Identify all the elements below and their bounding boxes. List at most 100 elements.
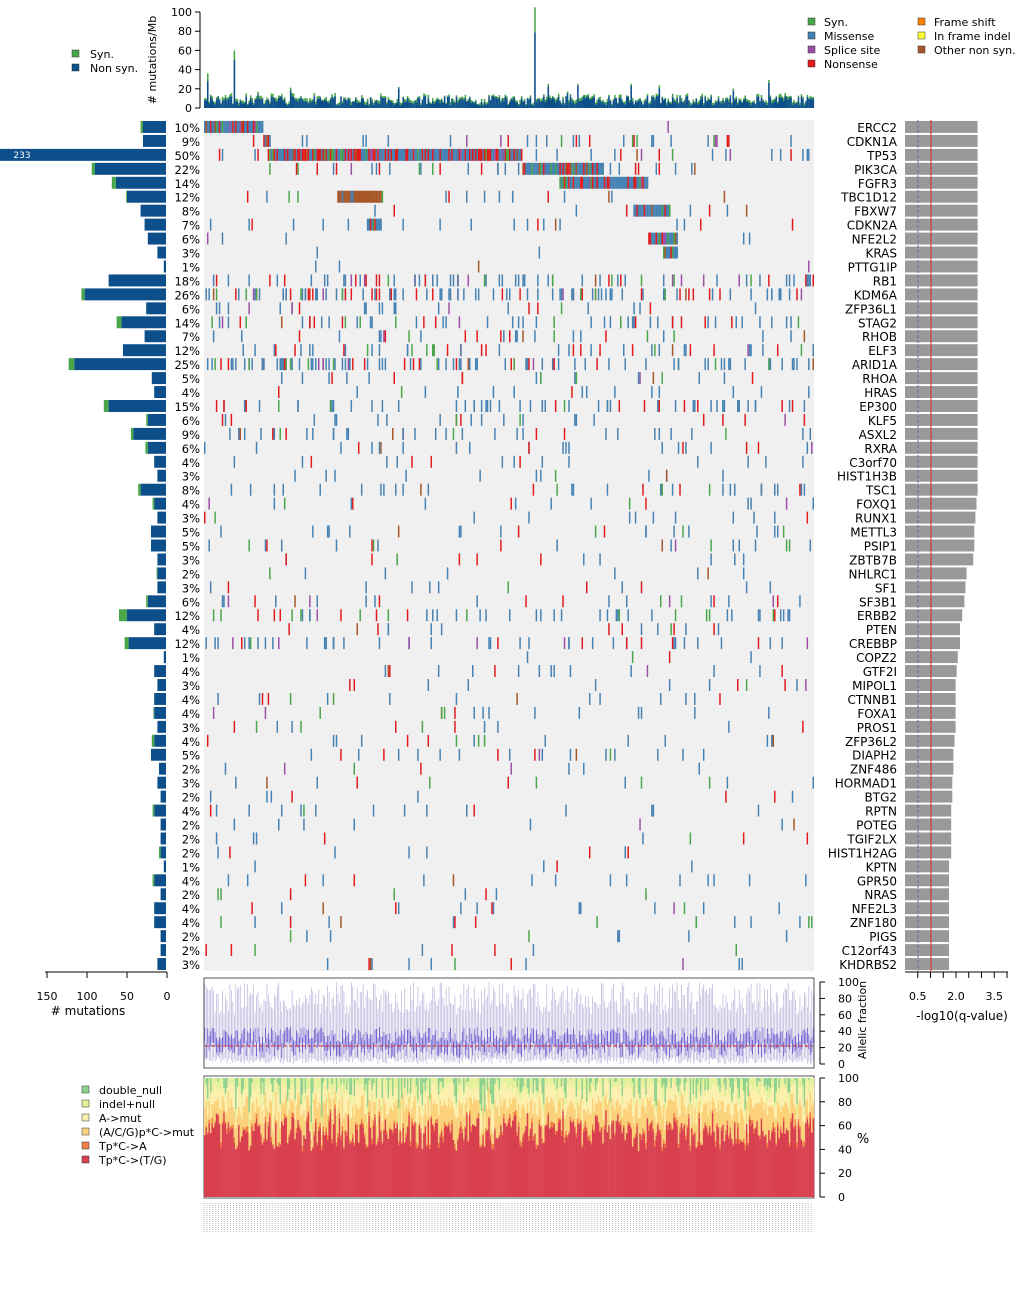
spectrum-segment — [372, 1102, 375, 1121]
allelic-fraction-tick-label: 0 — [838, 1058, 845, 1071]
mutation-mark — [806, 148, 809, 161]
mutation-mark — [517, 665, 520, 678]
mutation-mark — [315, 358, 317, 371]
mutation-mark — [509, 148, 511, 161]
rate-nonsyn-bar — [411, 102, 413, 108]
spectrum-segment — [236, 1078, 239, 1087]
rate-syn-bar — [458, 97, 461, 100]
mutation-mark — [353, 679, 356, 691]
rate-syn-bar — [291, 92, 293, 97]
spectrum-segment — [488, 1087, 490, 1118]
mutation-mark — [640, 204, 643, 217]
spectrum-segment — [394, 1088, 397, 1106]
rate-syn-bar — [392, 100, 394, 103]
mutation-mark — [276, 720, 279, 733]
mutation-mark — [634, 176, 637, 189]
mutation-mark — [445, 148, 447, 161]
spectrum-segment — [372, 1086, 375, 1103]
qvalue-bar — [905, 372, 978, 385]
rate-syn-bar — [286, 104, 289, 106]
mutation-mark — [662, 204, 665, 217]
spectrum-segment — [209, 1099, 212, 1118]
mutation-mark — [449, 148, 452, 161]
mutation-mark — [507, 581, 509, 594]
spectrum-segment — [233, 1109, 236, 1138]
rate-syn-bar — [476, 103, 479, 105]
mutation-mark — [710, 595, 712, 608]
spectrum-segment — [304, 1078, 307, 1093]
spectrum-segment — [257, 1125, 259, 1127]
gene-nonsyn-bar — [157, 581, 166, 594]
mutation-mark — [676, 218, 678, 231]
mutation-mark — [420, 358, 422, 371]
mutation-mark — [757, 609, 760, 622]
rate-nonsyn-bar — [226, 100, 228, 108]
rate-nonsyn-bar — [328, 102, 330, 108]
mutation-mark — [510, 358, 512, 371]
rate-syn-bar — [300, 95, 302, 98]
mutation-mark — [550, 665, 552, 678]
mutation-mark — [509, 748, 511, 761]
qvalue-bar — [905, 832, 952, 845]
mutation-mark — [611, 288, 613, 301]
mutation-mark — [452, 358, 455, 371]
spectrum-segment — [347, 1116, 350, 1197]
mutation-mark — [371, 344, 373, 357]
rate-nonsyn-bar — [688, 101, 690, 108]
mutation-mark — [366, 148, 369, 161]
rate-nonsyn-bar — [245, 96, 248, 108]
mutation-mark — [288, 148, 291, 161]
mutation-mark — [252, 832, 255, 845]
mutation-mark — [511, 190, 514, 203]
gene-label: C3orf70 — [849, 456, 897, 470]
mutation-mark — [375, 190, 378, 203]
mutation-mark — [565, 176, 567, 189]
spectrum-segment — [474, 1078, 477, 1086]
mutation-mark — [368, 372, 370, 385]
spectrum-segment — [482, 1084, 485, 1099]
spectrum-segment — [380, 1088, 382, 1107]
spectrum-segment — [440, 1092, 443, 1107]
rate-nonsyn-bar — [772, 102, 775, 108]
percent-label: 26% — [174, 288, 200, 302]
mutation-mark — [685, 692, 687, 705]
mutation-mark — [631, 176, 634, 189]
rate-syn-bar — [316, 96, 319, 99]
mutation-mark — [374, 288, 376, 301]
percent-label: 3% — [182, 679, 200, 693]
spectrum-segment — [341, 1125, 344, 1131]
mutation-mark — [597, 400, 600, 412]
rate-nonsyn-bar — [229, 96, 231, 108]
spectrum-segment — [278, 1085, 280, 1092]
rate-syn-bar — [803, 103, 806, 106]
rate-syn-bar — [220, 103, 222, 105]
rate-nonsyn-bar — [636, 101, 638, 108]
mutation-mark — [682, 958, 684, 970]
spectrum-segment — [405, 1104, 408, 1133]
spectrum-segment — [436, 1122, 439, 1197]
mutation-mark — [668, 204, 671, 217]
percent-label: 2% — [182, 888, 200, 902]
mutation-mark — [331, 148, 333, 161]
spectrum-segment — [272, 1131, 274, 1144]
spectrum-segment — [445, 1083, 448, 1105]
mutation-mark — [312, 148, 314, 161]
rate-syn-bar — [756, 94, 758, 97]
spectrum-segment — [437, 1142, 440, 1148]
spectrum-segment — [417, 1104, 419, 1124]
spectrum-segment — [269, 1082, 271, 1100]
spectrum-segment — [386, 1090, 388, 1117]
spectrum-segment — [384, 1087, 387, 1104]
rate-nonsyn-bar — [680, 100, 683, 108]
spectrum-segment — [338, 1099, 341, 1114]
rate-nonsyn-bar — [679, 96, 681, 108]
spectrum-segment — [429, 1116, 431, 1145]
spectrum-segment — [248, 1078, 251, 1113]
mutation-mark — [759, 665, 761, 678]
spectrum-segment — [429, 1144, 431, 1149]
rate-nonsyn-bar — [346, 100, 348, 108]
spectrum-segment — [371, 1144, 373, 1197]
rate-syn-bar — [285, 102, 288, 105]
spectrum-segment — [471, 1078, 474, 1092]
spectrum-segment — [257, 1107, 259, 1126]
